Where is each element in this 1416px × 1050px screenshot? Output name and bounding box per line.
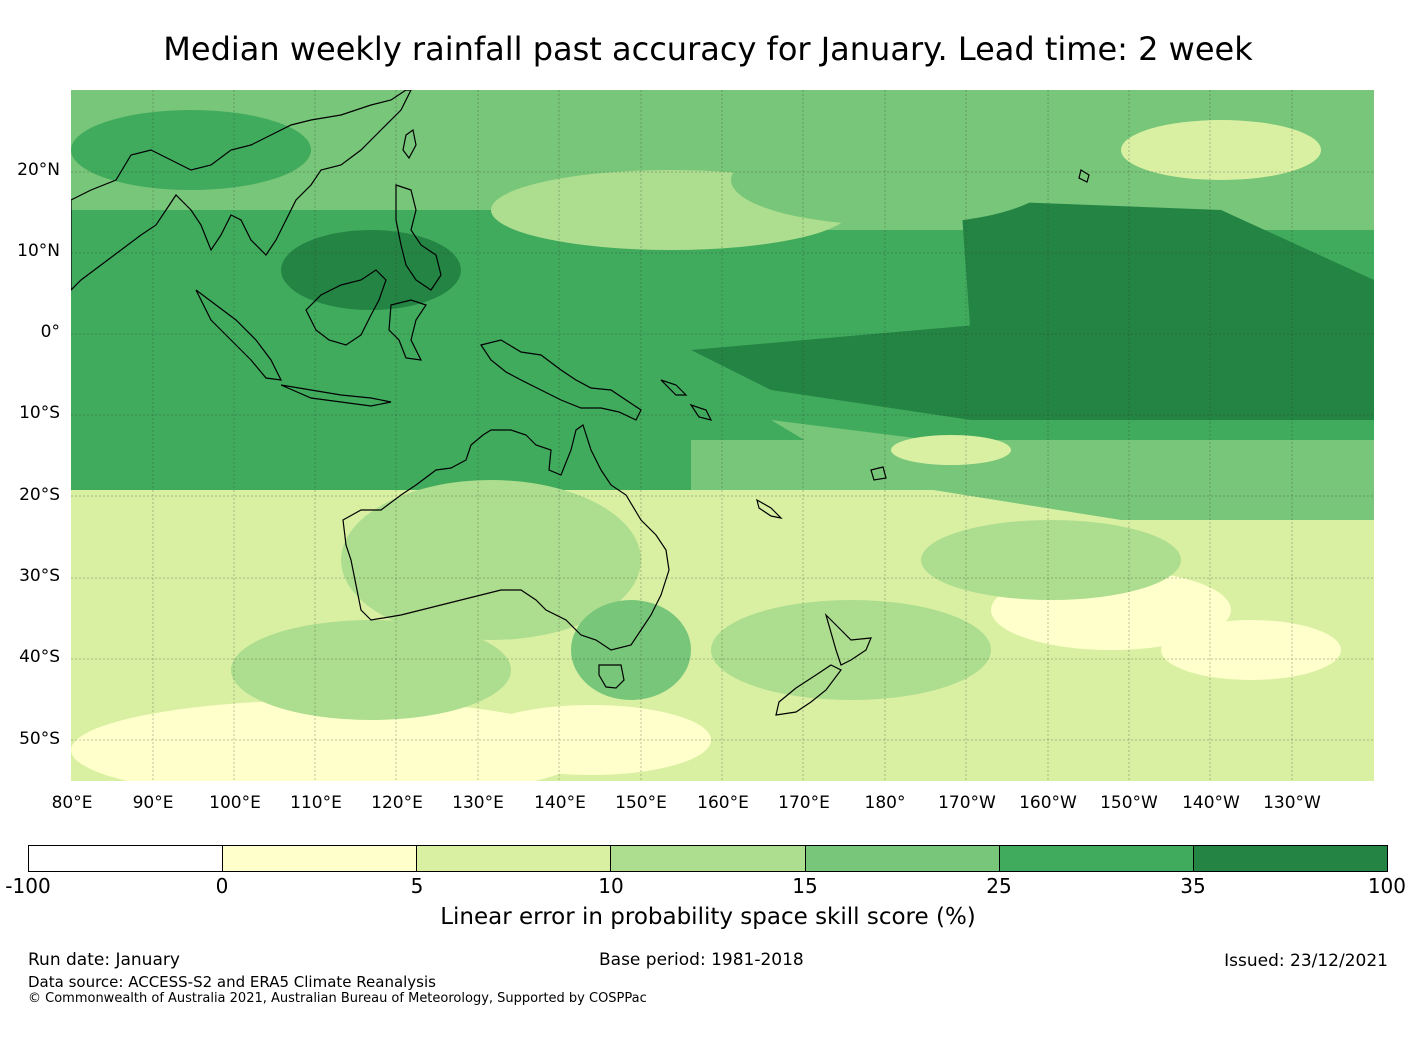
coastlines [71,90,1090,716]
lon-label-150e: 150°E [615,793,667,813]
lat-label-20n: 20°N [17,160,60,180]
new-guinea-coastline [480,339,642,421]
run-date: Run date: January [28,950,180,970]
java-coastline [280,384,392,407]
data-source: Data source: ACCESS-S2 and ERA5 Climate … [28,973,436,991]
hawaii-coastline [1078,169,1090,183]
gridlines [71,90,1374,781]
colorbar-tick: 10 [598,874,624,898]
map-title: Median weekly rainfall past accuracy for… [163,30,1253,68]
lon-label-160w: 160°W [1019,793,1077,813]
lon-label-160e: 160°E [697,793,749,813]
colorbar-segment [223,846,418,871]
lon-label-130e: 130°E [452,793,504,813]
colorbar-tick: 25 [986,874,1012,898]
base-period: Base period: 1981-2018 [599,950,804,970]
skill-score-map [71,90,1374,781]
se-asia-coastline [71,90,412,291]
lon-label-120e: 120°E [371,793,423,813]
lat-label-10s: 10°S [19,403,60,423]
taiwan-coastline [402,128,417,160]
nz-south-island-coastline [775,664,842,716]
colorbar-tick: 35 [1180,874,1206,898]
colorbar-tick: 5 [410,874,424,898]
lon-label-150w: 150°W [1100,793,1158,813]
copyright: © Commonwealth of Australia 2021, Austra… [28,991,647,1006]
colorbar-segment [417,846,612,871]
lon-label-90e: 90°E [132,793,174,813]
philippines-coastline [395,184,442,291]
solomon-islands-coastline [660,379,713,421]
australia-coastline [342,424,670,651]
colorbar-tick: -100 [5,874,51,898]
nz-north-island-coastline [824,612,872,666]
lat-label-30s: 30°S [19,566,60,586]
borneo-coastline [305,269,387,346]
lon-label-80e: 80°E [51,793,93,813]
colorbar-label: Linear error in probability space skill … [440,904,976,930]
colorbar-tick: 0 [215,874,229,898]
colorbar-segment [29,846,224,871]
lon-label-140w: 140°W [1182,793,1240,813]
lat-label-50s: 50°S [19,729,60,749]
colorbar [28,845,1388,872]
lon-label-180: 180° [864,793,906,813]
sulawesi-coastline [388,299,427,361]
tasmania-coastline [598,664,625,689]
colorbar-tick: 100 [1367,874,1406,898]
lat-label-10n: 10°N [17,241,60,261]
colorbar-segment [1193,846,1387,871]
lat-label-40s: 40°S [19,647,60,667]
colorbar-segment [611,846,806,871]
skill-bands [71,110,1374,781]
lon-label-100e: 100°E [209,793,261,813]
new-caledonia-coastline [756,498,783,519]
colorbar-tick: 15 [792,874,818,898]
fiji-coastline [870,466,887,481]
lon-label-170e: 170°E [778,793,830,813]
lat-label-20s: 20°S [19,485,60,505]
colorbar-segment [999,846,1194,871]
issued-date: Issued: 23/12/2021 [1224,951,1388,971]
colorbar-segment [805,846,1000,871]
lon-label-110e: 110°E [290,793,342,813]
map-svg [71,90,1374,781]
sumatra-coastline [195,289,283,381]
lon-label-140e: 140°E [534,793,586,813]
lon-label-170w: 170°W [938,793,996,813]
lat-label-0: 0° [40,322,60,342]
lon-label-130w: 130°W [1263,793,1321,813]
